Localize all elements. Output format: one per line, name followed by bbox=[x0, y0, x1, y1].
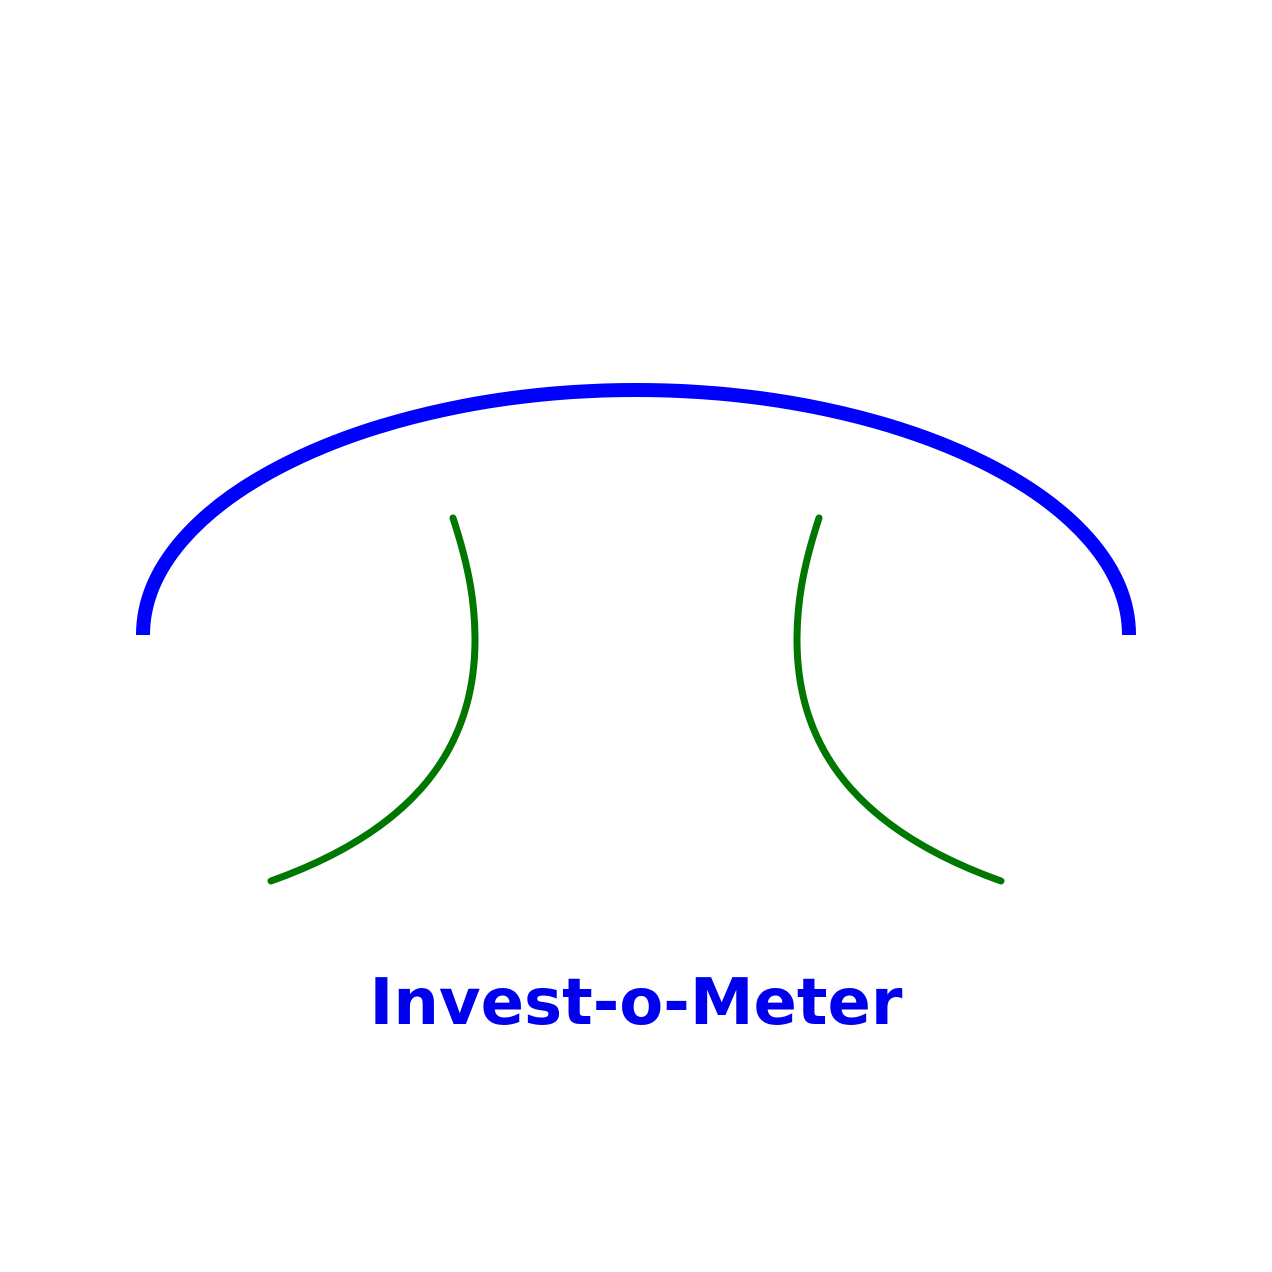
meter-title: Invest-o-Meter bbox=[370, 966, 903, 1040]
left-curve bbox=[267, 514, 479, 885]
right-curve bbox=[793, 514, 1005, 885]
meter-arc bbox=[136, 382, 1136, 636]
